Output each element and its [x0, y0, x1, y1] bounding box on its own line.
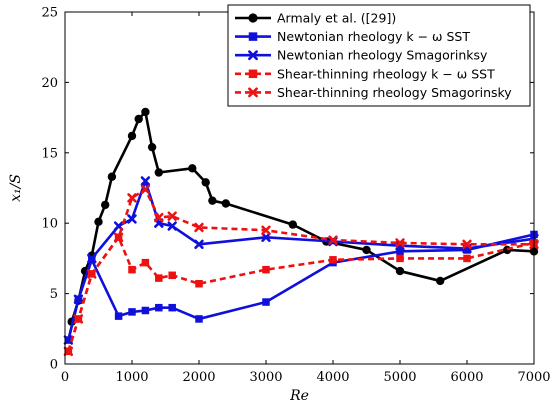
data-point [141, 258, 150, 267]
legend-label: Newtonian rheology k − ω SST [277, 29, 470, 44]
data-point [101, 200, 110, 210]
data-point [140, 176, 151, 186]
data-point [168, 303, 176, 312]
x-tick-label: 6000 [450, 370, 483, 385]
data-point [261, 232, 271, 242]
series-line [67, 235, 535, 352]
data-point [188, 164, 197, 173]
series-line [67, 188, 534, 352]
legend-label: Shear-thinning rheology k − ω SST [277, 66, 495, 81]
legend-item: Shear-thinning rheology Smagorinsky [235, 85, 512, 100]
data-point [288, 220, 297, 229]
data-point [94, 217, 103, 226]
y-tick-label: 25 [41, 6, 58, 21]
data-point [395, 238, 405, 248]
data-point [63, 335, 74, 345]
y-tick-label: 10 [41, 217, 58, 232]
data-point [114, 312, 123, 320]
legend-item: Shear-thinning rheology k − ω SST [235, 66, 495, 81]
x-tick-label: 1000 [115, 370, 148, 385]
data-point [154, 212, 164, 223]
series-line [70, 110, 535, 323]
legend-item: Newtonian rheology Smagorinksy [235, 48, 488, 63]
legend-marker [248, 50, 258, 61]
x-tick-label: 0 [61, 370, 69, 385]
legend-marker [248, 69, 258, 79]
data-point [396, 254, 404, 263]
data-point [195, 315, 203, 323]
series-1 [67, 107, 539, 326]
data-point [208, 196, 217, 205]
data-point [329, 256, 337, 264]
legend-box [227, 4, 531, 107]
data-point [147, 142, 157, 152]
legend-marker [248, 13, 258, 23]
x-tick-label: 4000 [316, 370, 349, 385]
x-tick-label: 7000 [517, 370, 550, 385]
x-tick-label: 5000 [383, 370, 416, 385]
data-point [168, 271, 176, 280]
data-point [195, 279, 203, 288]
y-tick-label: 20 [41, 76, 58, 91]
y-tick-label: 15 [41, 146, 58, 161]
data-point [63, 346, 74, 357]
data-point [221, 199, 230, 208]
data-point [261, 225, 271, 235]
axis-ticks: 0 1000 2000 3000 4000 5000 6000 7000 0 5 10 15 20 25 [41, 6, 550, 386]
data-point [167, 221, 177, 231]
data-point [154, 168, 163, 177]
data-point [73, 294, 84, 304]
data-point [113, 232, 124, 242]
series-line [67, 179, 535, 341]
data-point [73, 314, 84, 324]
data-point [87, 253, 97, 264]
legend-label: Newtonian rheology Smagorinksy [277, 48, 488, 63]
data-point [140, 184, 151, 195]
legend-marker [248, 87, 258, 98]
data-point [167, 211, 177, 221]
data-point [462, 239, 472, 250]
data-point [201, 178, 210, 187]
series-line [67, 233, 535, 341]
legend-item: Newtonian rheology k − ω SST [235, 29, 470, 44]
data-point [155, 303, 163, 312]
series-5 [63, 184, 539, 357]
data-point [362, 245, 371, 255]
data-point [141, 107, 150, 117]
y-axis-label: x₁/S [8, 174, 24, 202]
data-point [87, 269, 97, 279]
data-point [262, 298, 270, 306]
legend: Armaly et al. ([29]) Newtonian rheology k… [227, 4, 531, 107]
data-point [141, 306, 150, 315]
data-point [127, 193, 137, 203]
data-point [107, 172, 117, 181]
data-point [194, 222, 204, 233]
data-point [127, 131, 137, 141]
data-point [155, 274, 163, 282]
data-point [436, 276, 445, 286]
data-point [134, 114, 143, 124]
legend-marker [248, 32, 258, 41]
data-point [127, 214, 137, 224]
data-point [128, 308, 136, 316]
data-point [194, 239, 204, 250]
data-point [463, 254, 471, 263]
x-tick-label: 2000 [182, 370, 215, 385]
x-axis-label: Re [289, 388, 309, 404]
y-tick-label: 0 [50, 358, 58, 373]
legend-label: Shear-thinning rheology Smagorinsky [277, 85, 512, 100]
legend-label: Armaly et al. ([29]) [277, 11, 396, 26]
y-tick-label: 5 [50, 287, 58, 302]
data-point [395, 266, 405, 276]
x-tick-label: 3000 [249, 370, 282, 385]
legend-item: Armaly et al. ([29]) [235, 11, 396, 26]
series-layer [63, 107, 539, 357]
data-point [396, 247, 404, 256]
data-point [128, 265, 136, 274]
data-point [262, 265, 270, 274]
data-point [328, 235, 338, 245]
